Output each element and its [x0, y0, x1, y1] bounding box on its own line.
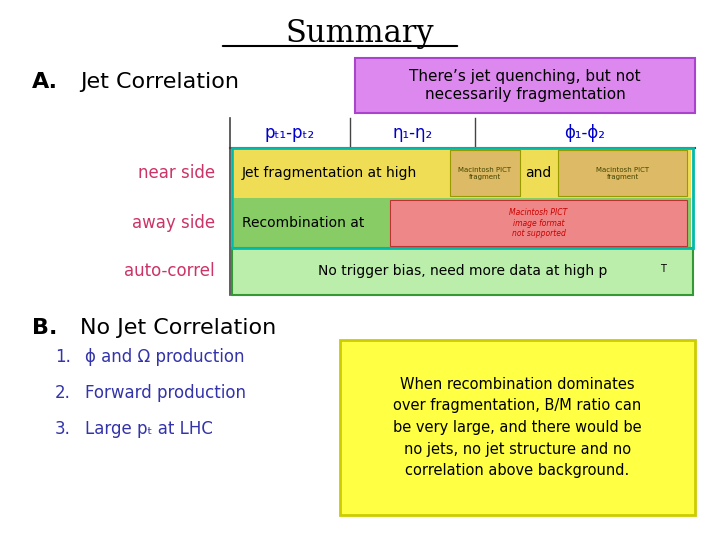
Text: B.: B.: [32, 318, 58, 338]
Text: Large pₜ at LHC: Large pₜ at LHC: [85, 420, 213, 438]
Text: Summary: Summary: [286, 18, 434, 49]
Text: Jet fragmentation at high: Jet fragmentation at high: [242, 166, 418, 180]
Bar: [355, 58, 695, 113]
Text: When recombination dominates
over fragmentation, B/M ratio can
be very large, an: When recombination dominates over fragme…: [393, 377, 642, 478]
Text: pₜ₁-pₜ₂: pₜ₁-pₜ₂: [265, 124, 315, 142]
Text: Forward production: Forward production: [85, 384, 246, 402]
Text: 3.: 3.: [55, 420, 71, 438]
Bar: [232, 148, 693, 248]
Text: ϕ and Ω production: ϕ and Ω production: [85, 348, 245, 366]
Text: 2.: 2.: [55, 384, 71, 402]
Text: There’s jet quenching, but not
necessarily fragmentation: There’s jet quenching, but not necessari…: [409, 69, 641, 102]
Text: away side: away side: [132, 214, 215, 232]
Bar: [558, 150, 687, 196]
Text: and: and: [525, 166, 551, 180]
Text: T: T: [660, 264, 667, 273]
Bar: [340, 340, 695, 515]
Bar: [232, 248, 693, 295]
Text: Jet Correlation: Jet Correlation: [80, 72, 239, 92]
Text: Recombination at: Recombination at: [242, 216, 364, 230]
Bar: [450, 150, 520, 196]
Text: No trigger bias, need more data at high p: No trigger bias, need more data at high …: [318, 265, 607, 279]
Text: near side: near side: [138, 164, 215, 182]
Bar: [234, 198, 691, 248]
Text: η₁-η₂: η₁-η₂: [392, 124, 433, 142]
Text: Macintosh PICT
image format
not supported: Macintosh PICT image format not supporte…: [509, 208, 567, 238]
Text: ϕ₁-ϕ₂: ϕ₁-ϕ₂: [564, 124, 606, 142]
Text: 1.: 1.: [55, 348, 71, 366]
Text: No Jet Correlation: No Jet Correlation: [80, 318, 276, 338]
Bar: [234, 148, 691, 198]
Text: auto-correl: auto-correl: [125, 262, 215, 280]
Text: Macintosh PICT
fragment: Macintosh PICT fragment: [459, 166, 512, 179]
Bar: [390, 200, 687, 246]
Text: A.: A.: [32, 72, 58, 92]
Text: Macintosh PICT
fragment: Macintosh PICT fragment: [596, 166, 649, 179]
